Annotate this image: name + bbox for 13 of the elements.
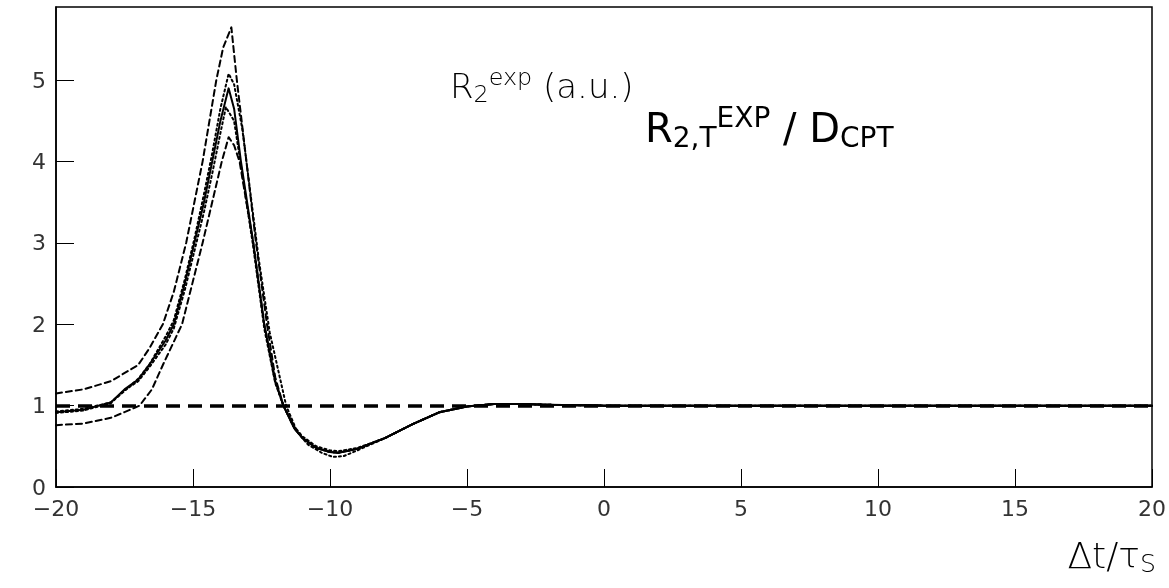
x-tick-label: 5 (734, 495, 748, 521)
x-tick-label: −5 (450, 495, 484, 521)
x-tick-label: −15 (169, 495, 217, 521)
x-tick-label: 0 (597, 495, 611, 521)
y-tick-label: 2 (32, 311, 46, 337)
x-tick-label: 15 (1001, 495, 1029, 521)
x-tick-label: 10 (864, 495, 892, 521)
y-tick-label: 5 (32, 67, 46, 93)
y-tick-label: 1 (32, 393, 46, 419)
y-tick-label: 4 (32, 149, 46, 175)
x-tick-label: 20 (1138, 495, 1166, 521)
x-tick-label: −10 (306, 495, 354, 521)
y-tick-label: 3 (32, 230, 46, 256)
